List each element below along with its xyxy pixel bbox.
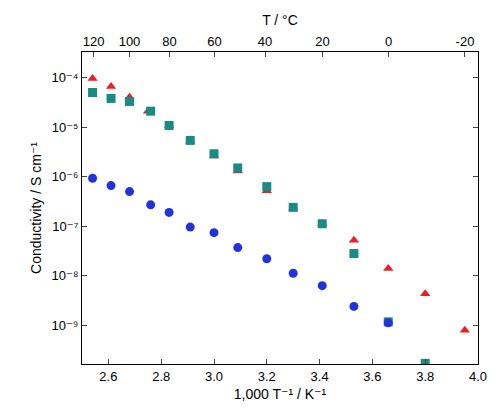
svg-text:10⁻⁷: 10⁻⁷ xyxy=(52,219,78,234)
svg-text:4.0: 4.0 xyxy=(469,369,487,384)
svg-text:2.8: 2.8 xyxy=(152,369,170,384)
svg-text:1,000 T⁻¹ / K⁻¹: 1,000 T⁻¹ / K⁻¹ xyxy=(234,386,327,402)
svg-text:3.4: 3.4 xyxy=(311,369,329,384)
svg-text:10⁻⁶: 10⁻⁶ xyxy=(52,169,79,184)
svg-text:10⁻⁵: 10⁻⁵ xyxy=(52,120,79,135)
svg-text:Conductivity / S cm⁻¹: Conductivity / S cm⁻¹ xyxy=(28,142,44,274)
svg-text:80: 80 xyxy=(162,34,176,49)
svg-text:10⁻⁸: 10⁻⁸ xyxy=(52,268,79,283)
svg-text:40: 40 xyxy=(258,34,272,49)
svg-text:10⁻⁴: 10⁻⁴ xyxy=(51,70,78,85)
svg-text:3.0: 3.0 xyxy=(205,369,223,384)
svg-text:10⁻⁹: 10⁻⁹ xyxy=(52,318,79,333)
svg-text:3.8: 3.8 xyxy=(416,369,434,384)
svg-text:60: 60 xyxy=(207,34,221,49)
svg-text:-20: -20 xyxy=(456,34,475,49)
svg-text:100: 100 xyxy=(119,34,141,49)
svg-text:3.2: 3.2 xyxy=(258,369,276,384)
svg-text:20: 20 xyxy=(315,34,329,49)
svg-text:3.6: 3.6 xyxy=(363,369,381,384)
svg-text:0: 0 xyxy=(385,34,392,49)
svg-text:T / °C: T / °C xyxy=(262,12,298,28)
svg-text:2.6: 2.6 xyxy=(99,369,117,384)
svg-text:120: 120 xyxy=(83,34,105,49)
